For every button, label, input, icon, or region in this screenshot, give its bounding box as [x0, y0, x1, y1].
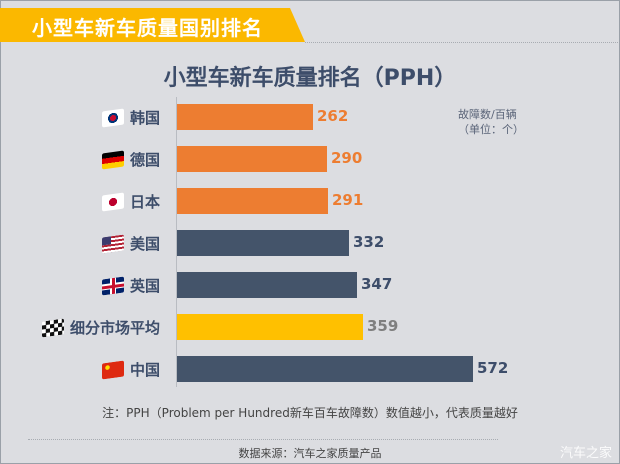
usa-flag-icon: [102, 234, 124, 254]
bar: [177, 146, 327, 172]
uk-flag-icon: [102, 276, 124, 296]
bar-row: 细分市场平均 359: [0, 314, 620, 342]
bar: [177, 104, 313, 130]
category-label: 细分市场平均: [69, 319, 160, 337]
category-label: 中国: [129, 361, 160, 379]
germany-flag-icon: [102, 150, 124, 170]
bar: [177, 230, 349, 256]
bar: [177, 314, 363, 340]
divider: [305, 42, 618, 43]
bar-row: 美国 332: [0, 230, 620, 258]
value-label: 572: [477, 359, 509, 377]
bar-row: 中国 572: [0, 356, 620, 384]
category-label: 美国: [129, 235, 160, 253]
watermark: 汽车之家: [559, 446, 612, 461]
footnote: 注：PPH（Problem per Hundred新车百车故障数）数值越小，代表…: [102, 406, 518, 420]
bar: [177, 356, 473, 382]
category-label: 德国: [129, 151, 160, 169]
checkered-flag-icon: [42, 318, 64, 338]
category-label: 韩国: [129, 109, 160, 127]
value-label: 359: [367, 317, 399, 335]
chart-title: 小型车新车质量排名（PPH）: [163, 66, 457, 91]
bar: [177, 188, 328, 214]
unit-line-1: 故障数/百辆: [458, 108, 517, 121]
value-label: 290: [331, 149, 363, 167]
category-label: 日本: [129, 193, 160, 211]
korea-flag-icon: [102, 108, 124, 128]
bar-row: 韩国 262: [0, 104, 620, 132]
unit-line-2: （单位：个）: [458, 123, 524, 136]
bar-row: 日本 291: [0, 188, 620, 216]
divider: [28, 439, 498, 440]
bar-row: 英国 347: [0, 272, 620, 300]
data-source: 数据来源：汽车之家质量产品: [238, 447, 382, 460]
china-flag-icon: [102, 360, 124, 380]
japan-flag-icon: [102, 192, 124, 212]
unit-label: 故障数/百辆 （单位：个）: [458, 107, 524, 137]
value-label: 262: [317, 107, 349, 125]
bar: [177, 272, 357, 298]
banner-title: 小型车新车质量国别排名: [32, 16, 263, 40]
value-label: 291: [332, 191, 364, 209]
category-label: 英国: [129, 277, 160, 295]
banner: [0, 8, 305, 42]
value-label: 347: [361, 275, 393, 293]
y-axis: [176, 97, 177, 387]
bar-row: 德国 290: [0, 146, 620, 174]
value-label: 332: [353, 233, 385, 251]
